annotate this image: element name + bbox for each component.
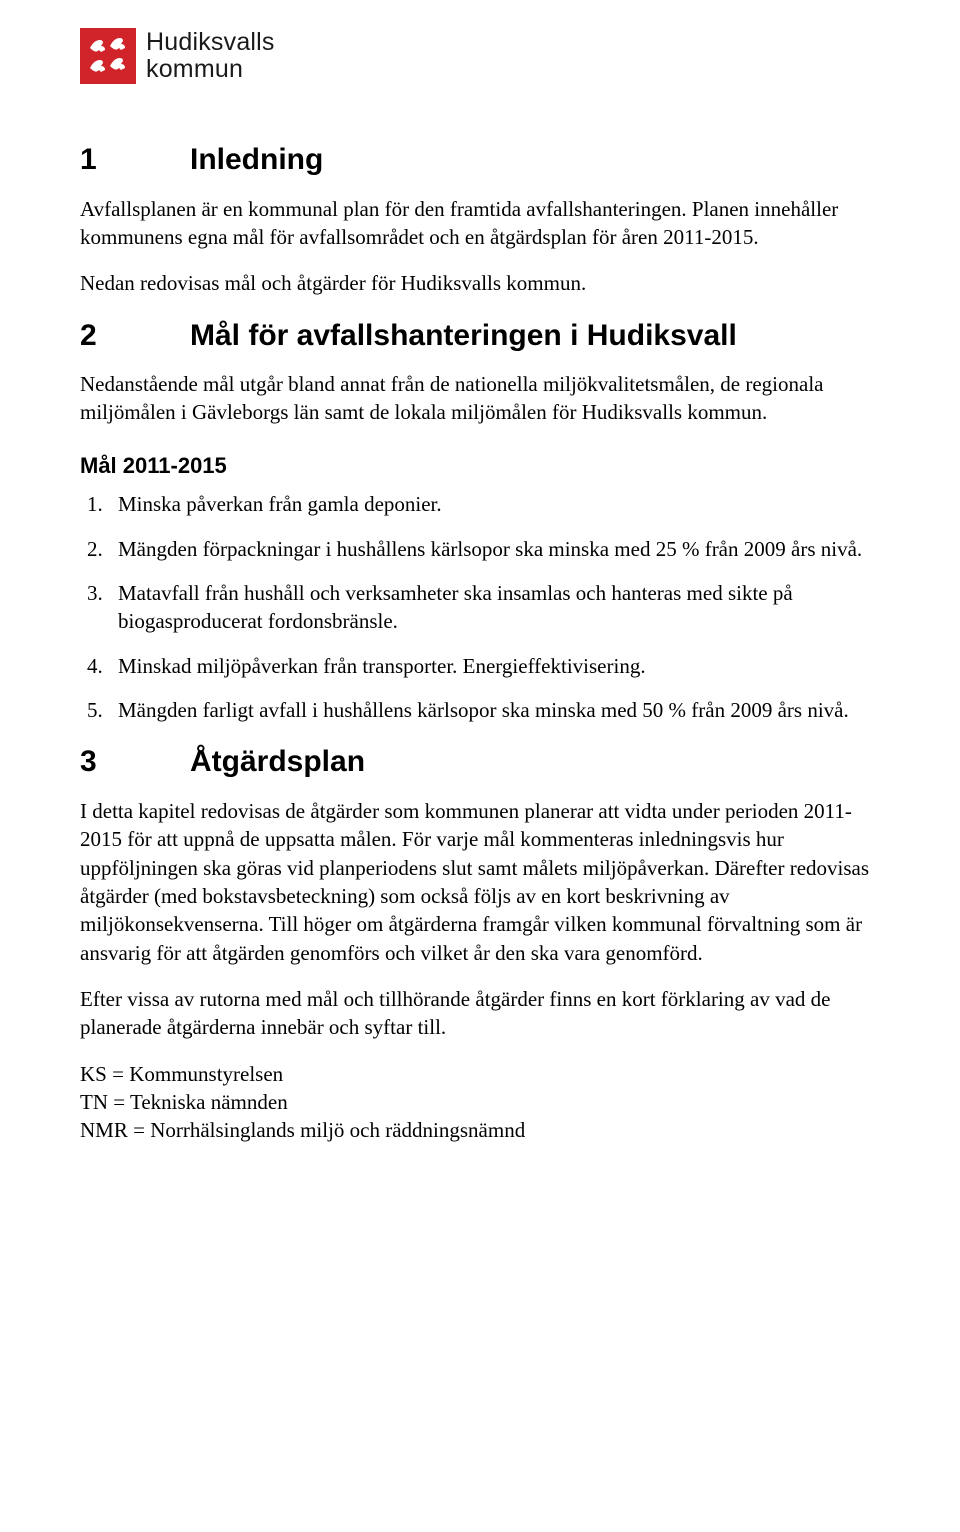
section-2-heading: 2Mål för avfallshanteringen i Hudiksvall <box>80 316 880 357</box>
abbrev-ks: KS = Kommunstyrelsen <box>80 1060 880 1088</box>
section-2-number: 2 <box>80 316 190 357</box>
section-3-title: Åtgärdsplan <box>190 745 365 778</box>
document-page: Hudiksvalls kommun 1Inledning Avfallspla… <box>0 0 960 1532</box>
section-2-subheading: Mål 2011-2015 <box>80 451 880 481</box>
section-3-heading: 3Åtgärdsplan <box>80 742 880 783</box>
goals-list: Minska påverkan från gamla deponier. Män… <box>80 490 880 724</box>
logo-line2: kommun <box>146 56 275 84</box>
logo-text: Hudiksvalls kommun <box>146 29 275 84</box>
section-1-paragraph-1: Avfallsplanen är en kommunal plan för de… <box>80 195 880 252</box>
goats-icon <box>80 28 136 84</box>
goal-item: Mängden farligt avfall i hushållens kärl… <box>108 696 880 724</box>
goats-icon-svg <box>84 32 132 80</box>
section-3-paragraph-1: I detta kapitel redovisas de åtgärder so… <box>80 797 880 967</box>
section-2-title: Mål för avfallshanteringen i Hudiksvall <box>190 319 737 352</box>
goal-item: Minskad miljöpåverkan från transporter. … <box>108 652 880 680</box>
section-2-intro: Nedanstående mål utgår bland annat från … <box>80 370 880 427</box>
abbrev-tn: TN = Tekniska nämnden <box>80 1088 880 1116</box>
section-3-paragraph-2: Efter vissa av rutorna med mål och tillh… <box>80 985 880 1042</box>
goal-item: Matavfall från hushåll och verksamheter … <box>108 579 880 636</box>
abbrev-nmr: NMR = Norrhälsinglands miljö och räddnin… <box>80 1116 880 1144</box>
section-1-number: 1 <box>80 140 190 181</box>
logo: Hudiksvalls kommun <box>80 28 880 84</box>
logo-line1: Hudiksvalls <box>146 29 275 57</box>
section-1-heading: 1Inledning <box>80 140 880 181</box>
section-3-number: 3 <box>80 742 190 783</box>
goal-item: Minska påverkan från gamla deponier. <box>108 490 880 518</box>
goal-item: Mängden förpackningar i hushållens kärls… <box>108 535 880 563</box>
section-1-paragraph-2: Nedan redovisas mål och åtgärder för Hud… <box>80 269 880 297</box>
section-1-title: Inledning <box>190 143 323 176</box>
